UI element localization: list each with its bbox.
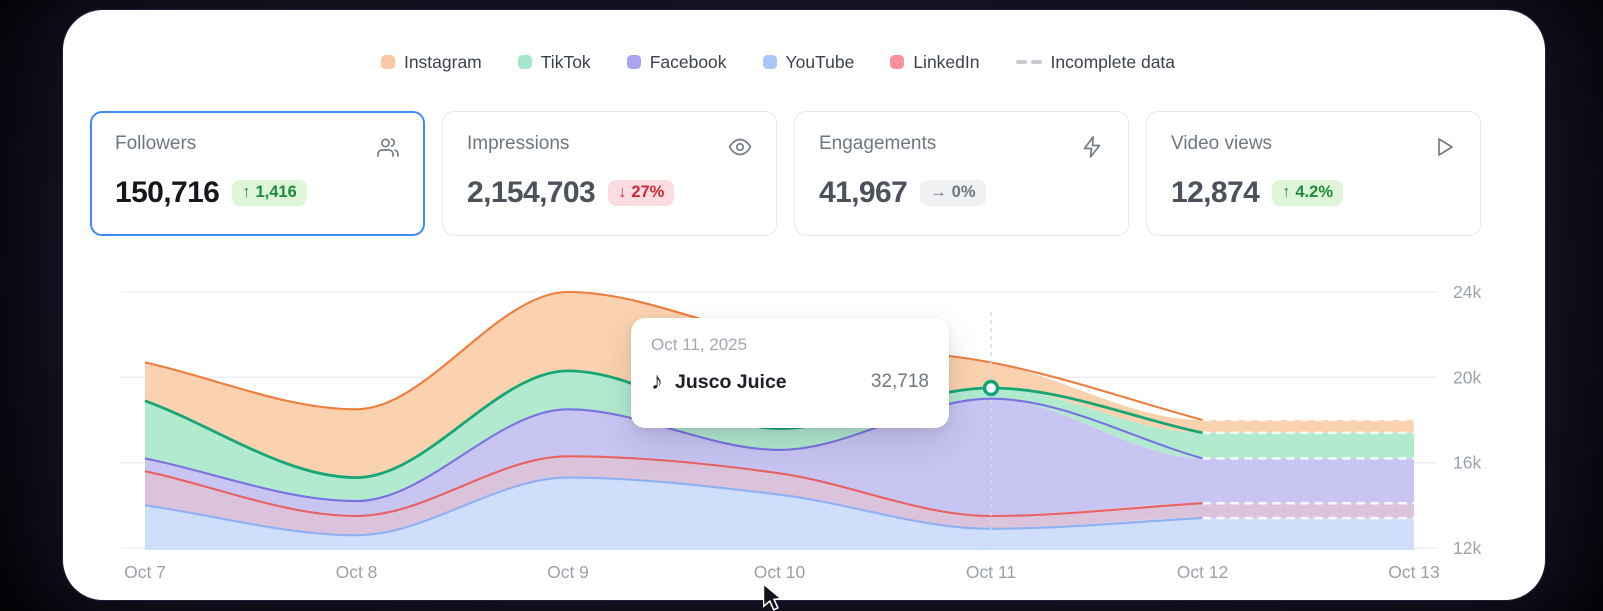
x-axis-label: Oct 9 <box>547 562 589 582</box>
arrow-down-icon: ↓ <box>618 183 627 202</box>
bolt-icon <box>1080 135 1104 164</box>
arrow-up-icon: ↑ <box>1282 183 1291 202</box>
x-axis-label: Oct 8 <box>336 562 378 582</box>
arrow-right-icon: → <box>930 183 947 202</box>
x-axis-label: Oct 10 <box>754 562 806 582</box>
legend-item-facebook[interactable]: Facebook <box>626 51 727 73</box>
series-line-instagram <box>144 290 1203 422</box>
series-line-youtube <box>144 476 1203 537</box>
y-axis-label: 12k <box>1453 538 1481 558</box>
x-axis-label: Oct 12 <box>1177 562 1229 582</box>
legend-label: Instagram <box>403 51 482 72</box>
stat-value: 150,716 <box>115 176 220 209</box>
tooltip-date: Oct 11, 2025 <box>651 335 748 354</box>
tooltip-value: 32,718 <box>870 371 929 392</box>
incomplete-dash-icon <box>1015 60 1042 64</box>
x-axis-label: Oct 13 <box>1388 562 1440 582</box>
chart-canvas[interactable]: Oct 7 Oct 8 Oct 9 Oct 10 Oct 11 Oct 12 Oct 13 2… <box>63 260 1545 600</box>
stat-card-video-views[interactable]: Video views 12,874 ↑ 4.2% <box>1146 111 1481 236</box>
y-axis-label: 16k <box>1453 453 1481 473</box>
stat-title: Engagements <box>819 133 937 154</box>
chart-tooltip: Oct 11, 2025 ♪ Jusco Juice 32,718 <box>631 318 949 428</box>
x-axis-label: Oct 11 <box>966 562 1016 582</box>
stat-title: Followers <box>115 133 197 154</box>
hover-marker <box>982 379 1000 397</box>
legend-label: TikTok <box>540 51 591 72</box>
legend-item-incomplete-data[interactable]: Incomplete data <box>1015 51 1176 73</box>
legend-item-tiktok[interactable]: TikTok <box>517 51 591 73</box>
legend-label: LinkedIn <box>913 51 980 72</box>
area-band-youtube <box>145 477 1414 550</box>
eye-icon <box>728 135 752 164</box>
legend-item-youtube[interactable]: YouTube <box>762 51 855 73</box>
legend-label: YouTube <box>785 51 855 72</box>
stat-title: Impressions <box>467 133 570 154</box>
stat-change-badge: → 0% <box>920 180 986 206</box>
stat-value: 41,967 <box>819 176 908 209</box>
youtube-swatch-icon <box>762 55 777 69</box>
stat-change-badge: ↑ 4.2% <box>1272 180 1344 206</box>
analytics-dashboard-card: Instagram TikTok Facebook YouTube Linked… <box>63 10 1545 600</box>
stat-value: 12,874 <box>1171 176 1260 209</box>
tiktok-note-icon: ♪ <box>651 368 663 395</box>
stat-change-badge: ↓ 27% <box>608 180 675 206</box>
legend-item-linkedin[interactable]: LinkedIn <box>890 51 980 73</box>
instagram-swatch-icon <box>380 55 395 69</box>
mouse-cursor <box>762 582 789 611</box>
stat-card-impressions[interactable]: Impressions 2,154,703 ↓ 27% <box>442 111 777 236</box>
tooltip-account-name: Jusco Juice <box>675 370 787 393</box>
x-axis-label: Oct 7 <box>124 562 166 582</box>
stat-title: Video views <box>1171 133 1273 154</box>
legend-label: Incomplete data <box>1050 51 1176 72</box>
legend-label: Facebook <box>649 51 727 72</box>
series-line-linkedin <box>144 455 1203 518</box>
area-band-tiktok <box>145 370 1414 502</box>
facebook-swatch-icon <box>626 55 641 69</box>
y-axis-label: 20k <box>1453 367 1481 387</box>
stat-card-followers[interactable]: Followers 150,716 ↑ 1,416 <box>90 111 425 236</box>
users-icon <box>376 135 400 164</box>
stat-cards-row: Followers 150,716 ↑ 1,416 Impressions <box>90 111 1481 236</box>
play-icon <box>1432 135 1456 164</box>
followers-area-chart[interactable]: Oct 7 Oct 8 Oct 9 Oct 10 Oct 11 Oct 12 Oct 13 2… <box>63 260 1545 600</box>
area-band-linkedin <box>145 456 1414 536</box>
tiktok-swatch-icon <box>517 55 532 69</box>
stat-value: 2,154,703 <box>467 176 596 209</box>
stat-change-badge: ↑ 1,416 <box>232 180 307 206</box>
y-axis-label: 24k <box>1453 282 1481 302</box>
stat-card-engagements[interactable]: Engagements 41,967 → 0% <box>794 111 1129 236</box>
area-band-facebook <box>145 398 1414 516</box>
chart-legend: Instagram TikTok Facebook YouTube Linked… <box>63 48 1493 76</box>
legend-item-instagram[interactable]: Instagram <box>380 51 482 73</box>
linkedin-swatch-icon <box>890 55 905 69</box>
arrow-up-icon: ↑ <box>242 183 251 202</box>
